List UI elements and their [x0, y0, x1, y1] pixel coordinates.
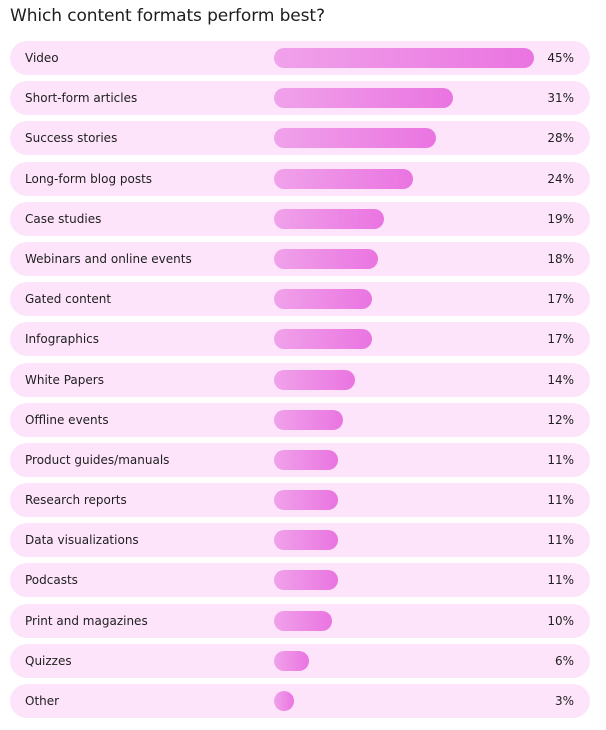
- category-label: Case studies: [25, 211, 102, 226]
- value-label: 28%: [547, 131, 574, 146]
- category-label: Product guides/manuals: [25, 452, 170, 467]
- value-label: 14%: [547, 372, 574, 387]
- category-label: Success stories: [25, 131, 118, 146]
- bar-row: Case studies 19%: [10, 201, 590, 236]
- value-label: 3%: [554, 694, 574, 708]
- bar: [274, 490, 338, 511]
- bar-row: Offline events 12%: [10, 402, 590, 437]
- bar: [274, 650, 309, 671]
- value-label: 17%: [547, 332, 574, 347]
- category-label: Podcasts: [25, 573, 78, 588]
- value-label: 31%: [547, 91, 574, 106]
- category-label: Video: [25, 51, 59, 65]
- bar-row: Long-form blog posts 24%: [10, 161, 590, 196]
- bar: [274, 88, 454, 109]
- bar-row: Webinars and online events 18%: [10, 241, 590, 276]
- bar: [274, 329, 373, 350]
- value-label: 11%: [547, 573, 574, 588]
- value-label: 17%: [547, 292, 574, 307]
- bar: [274, 369, 355, 390]
- bar: [274, 530, 338, 551]
- value-label: 11%: [547, 493, 574, 508]
- value-label: 24%: [547, 171, 574, 186]
- bar-row: Short-form articles 31%: [10, 81, 590, 116]
- category-label: Data visualizations: [25, 533, 139, 548]
- bar: [274, 248, 378, 269]
- value-label: 12%: [547, 412, 574, 427]
- category-label: Other: [25, 694, 60, 708]
- category-label: Research reports: [25, 493, 127, 508]
- bar: [274, 409, 344, 430]
- bar: [274, 570, 338, 591]
- value-label: 45%: [547, 51, 574, 65]
- category-label: Offline events: [25, 412, 109, 427]
- bar-row: Video 45%: [10, 41, 590, 75]
- value-label: 19%: [547, 211, 574, 226]
- bar-row: Other 3%: [10, 684, 590, 718]
- bar-row: Product guides/manuals 11%: [10, 442, 590, 477]
- bar: [274, 691, 294, 711]
- bar-row: Infographics 17%: [10, 322, 590, 357]
- bar: [274, 48, 534, 68]
- value-label: 11%: [547, 533, 574, 548]
- bar: [274, 128, 436, 149]
- bar-row: Data visualizations 11%: [10, 523, 590, 558]
- bar-row: Gated content 17%: [10, 282, 590, 317]
- bar: [274, 610, 332, 631]
- value-label: 6%: [554, 653, 574, 668]
- category-label: White Papers: [25, 372, 104, 387]
- category-label: Long-form blog posts: [25, 171, 153, 186]
- category-label: Gated content: [25, 292, 112, 307]
- bar-row: Success stories 28%: [10, 121, 590, 156]
- bar-rows: Video 45% Short-form articles 31% Success st…: [10, 41, 590, 724]
- chart-title: Which content formats perform best?: [10, 6, 325, 26]
- bar-row: White Papers 14%: [10, 362, 590, 397]
- bar-row: Research reports 11%: [10, 483, 590, 518]
- bar: [274, 168, 413, 189]
- bar-row: Print and magazines 10%: [10, 603, 590, 638]
- bar: [274, 449, 338, 470]
- bar: [274, 208, 384, 229]
- category-label: Short-form articles: [25, 91, 138, 106]
- value-label: 11%: [547, 452, 574, 467]
- bar: [274, 289, 373, 310]
- category-label: Quizzes: [25, 653, 72, 668]
- value-label: 18%: [547, 251, 574, 266]
- value-label: 10%: [547, 613, 574, 628]
- category-label: Webinars and online events: [25, 251, 192, 266]
- bar-row: Podcasts 11%: [10, 563, 590, 598]
- bar-row: Quizzes 6%: [10, 643, 590, 678]
- category-label: Infographics: [25, 332, 100, 347]
- category-label: Print and magazines: [25, 613, 148, 628]
